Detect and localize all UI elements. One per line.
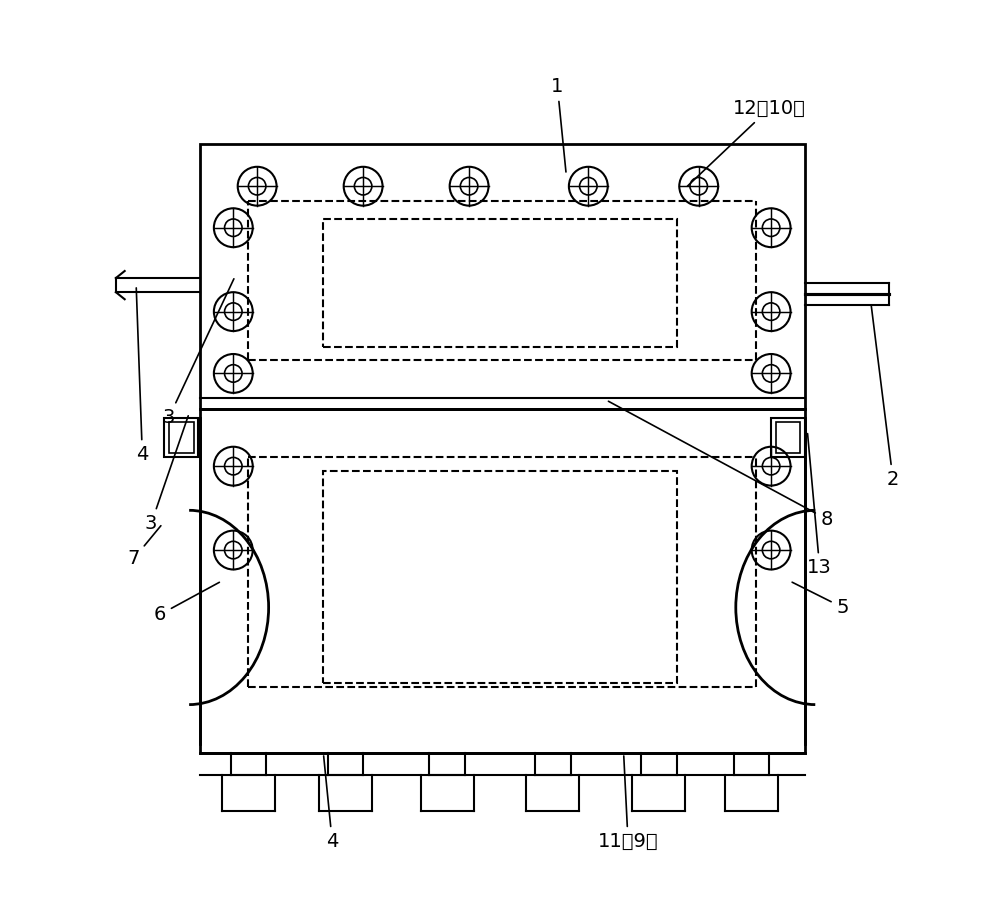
Text: 4: 4 bbox=[324, 756, 338, 851]
Text: 8: 8 bbox=[608, 401, 833, 528]
Text: 1: 1 bbox=[551, 77, 566, 172]
Text: 5: 5 bbox=[792, 582, 849, 617]
Text: 2: 2 bbox=[871, 306, 899, 489]
Bar bbox=[323, 219, 677, 347]
Bar bbox=[169, 422, 194, 453]
Text: 13: 13 bbox=[807, 433, 832, 578]
Text: 4: 4 bbox=[136, 288, 149, 464]
Bar bbox=[771, 418, 805, 457]
Text: 3: 3 bbox=[163, 279, 234, 427]
Text: 7: 7 bbox=[127, 526, 161, 569]
Text: 6: 6 bbox=[154, 582, 219, 624]
Bar bbox=[200, 409, 805, 753]
Text: 12（10）: 12（10） bbox=[687, 99, 806, 186]
Bar bbox=[164, 418, 198, 457]
Bar bbox=[776, 422, 800, 453]
Bar bbox=[323, 471, 677, 683]
Bar bbox=[200, 144, 805, 409]
Text: 3: 3 bbox=[145, 416, 188, 533]
Text: 11（9）: 11（9） bbox=[598, 756, 658, 851]
